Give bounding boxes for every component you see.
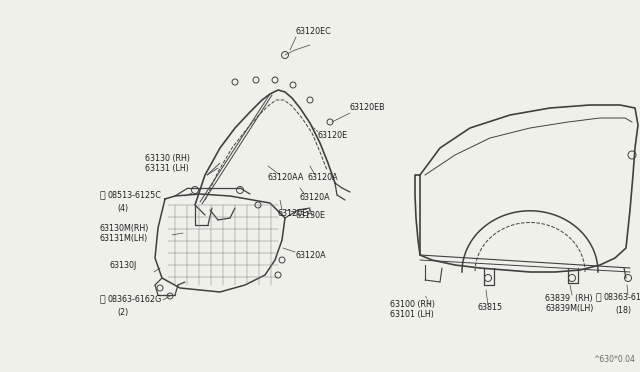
Text: (2): (2) bbox=[117, 308, 128, 317]
Text: 63120E: 63120E bbox=[318, 131, 348, 140]
Text: Ⓢ: Ⓢ bbox=[100, 295, 106, 305]
Text: 08513-6125C: 08513-6125C bbox=[107, 192, 161, 201]
Text: Ⓢ: Ⓢ bbox=[100, 192, 106, 201]
Text: 63131M(LH): 63131M(LH) bbox=[100, 234, 148, 243]
Text: Ⓢ: Ⓢ bbox=[596, 294, 602, 302]
Text: 63120EC: 63120EC bbox=[296, 28, 332, 36]
Text: 63120A: 63120A bbox=[308, 173, 339, 183]
Text: 63839  (RH): 63839 (RH) bbox=[545, 294, 593, 302]
Text: (4): (4) bbox=[117, 203, 128, 212]
Text: 63130E: 63130E bbox=[295, 211, 325, 219]
Text: 63100 (RH): 63100 (RH) bbox=[390, 301, 435, 310]
Text: 63130M(RH): 63130M(RH) bbox=[100, 224, 149, 232]
Text: 63120A: 63120A bbox=[295, 250, 326, 260]
Text: 08363-6125D: 08363-6125D bbox=[603, 294, 640, 302]
Text: 63120EB: 63120EB bbox=[350, 103, 386, 112]
Text: 63120A: 63120A bbox=[300, 193, 331, 202]
Text: 63101 (LH): 63101 (LH) bbox=[390, 311, 434, 320]
Text: 63120AA: 63120AA bbox=[268, 173, 305, 183]
Text: 63815: 63815 bbox=[478, 304, 503, 312]
Text: 63131 (LH): 63131 (LH) bbox=[145, 164, 189, 173]
Text: 63120EA: 63120EA bbox=[278, 208, 314, 218]
Text: 08363-6162G: 08363-6162G bbox=[107, 295, 161, 305]
Text: 63130J: 63130J bbox=[110, 260, 137, 269]
Text: ^630*0.04: ^630*0.04 bbox=[593, 355, 635, 364]
Text: 63839M(LH): 63839M(LH) bbox=[545, 304, 593, 312]
Text: 63130 (RH): 63130 (RH) bbox=[145, 154, 190, 163]
Text: (18): (18) bbox=[615, 305, 631, 314]
